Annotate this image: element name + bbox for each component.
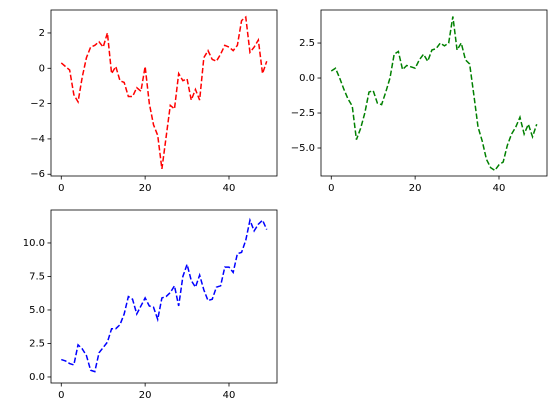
x-tick-label: 20 — [139, 183, 152, 194]
y-tick-label: 0.0 — [299, 73, 315, 84]
x-tick-label: 0 — [58, 183, 64, 194]
x-tick-label: 40 — [223, 390, 236, 401]
axes-frame — [50, 9, 278, 177]
data-line — [60, 15, 268, 170]
y-tick-label: 0.0 — [29, 372, 45, 383]
axes-frame — [50, 209, 278, 384]
y-tick-label: −6 — [30, 169, 45, 180]
data-line — [330, 16, 538, 172]
subplot: 0 20 40 0.0 2.5 5.0 7.5 10.0 — [23, 209, 278, 401]
y-tick-label: 2.5 — [29, 338, 45, 349]
x-tick-label: 0 — [58, 390, 64, 401]
data-line — [61, 217, 268, 373]
y-tick-label: 10.0 — [23, 238, 45, 249]
x-tick-label: 40 — [223, 183, 236, 194]
x-tick-label: 40 — [493, 183, 506, 194]
y-tick-label: 7.5 — [29, 271, 45, 282]
y-tick-label: 0 — [39, 63, 45, 74]
subplot: 0 20 40 −6 −4 −2 0 2 — [30, 9, 278, 194]
y-tick-label: 2 — [39, 28, 45, 39]
y-tick-label: 5.0 — [29, 305, 45, 316]
x-tick-label: 20 — [139, 390, 152, 401]
subplot: 0 20 40 −5.0 −2.5 0.0 2.5 — [291, 9, 548, 194]
y-tick-label: 2.5 — [299, 38, 315, 49]
y-tick-label: −2 — [30, 99, 45, 110]
y-tick-label: −4 — [30, 134, 45, 145]
axes-frame — [320, 9, 548, 177]
y-tick-label: −5.0 — [291, 143, 315, 154]
x-tick-label: 0 — [328, 183, 334, 194]
x-tick-label: 20 — [409, 183, 422, 194]
y-tick-label: −2.5 — [291, 108, 315, 119]
